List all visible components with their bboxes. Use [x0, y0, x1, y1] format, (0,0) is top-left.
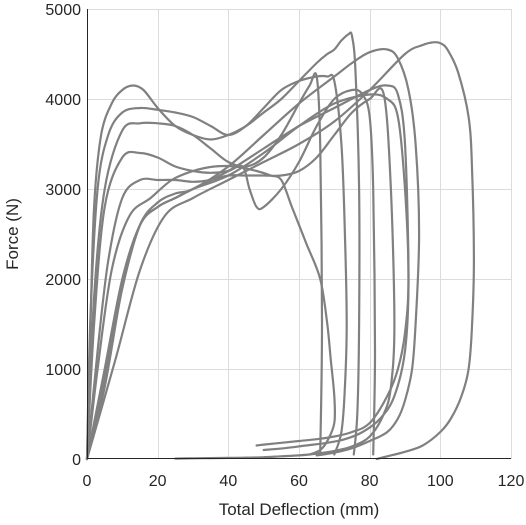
series-line-3: [85, 72, 324, 461]
series-group: [85, 31, 475, 461]
x-tick-label: 60: [290, 473, 308, 490]
y-tick-label: 0: [72, 452, 81, 469]
x-tick-label: 120: [498, 473, 525, 490]
x-tick-label: 20: [149, 473, 167, 490]
y-axis-title: Force (N): [3, 198, 22, 270]
x-tick-label: 0: [83, 473, 92, 490]
x-axis-title: Total Deflection (mm): [219, 500, 380, 519]
x-tick-label: 100: [427, 473, 454, 490]
y-tick-label: 1000: [45, 362, 81, 379]
x-tick-label: 80: [361, 473, 379, 490]
series-line-5: [85, 87, 396, 461]
series-line-10: [85, 41, 475, 461]
series-line-2: [85, 73, 348, 461]
y-tick-label: 3000: [45, 182, 81, 199]
series-line-1: [85, 31, 361, 461]
x-tick-label: 40: [219, 473, 237, 490]
axes: [87, 9, 511, 459]
tick-labels: 0 20 40 60 80 100 120 0 1000 2000 3000 4000 5000: [45, 2, 524, 490]
series-line-9: [85, 48, 421, 461]
series-line-8: [85, 84, 410, 461]
y-tick-label: 2000: [45, 272, 81, 289]
grid: [87, 9, 512, 459]
series-line-6: [85, 164, 337, 461]
y-tick-label: 4000: [45, 92, 81, 109]
series-line-4: [85, 88, 377, 461]
y-tick-label: 5000: [45, 2, 81, 19]
